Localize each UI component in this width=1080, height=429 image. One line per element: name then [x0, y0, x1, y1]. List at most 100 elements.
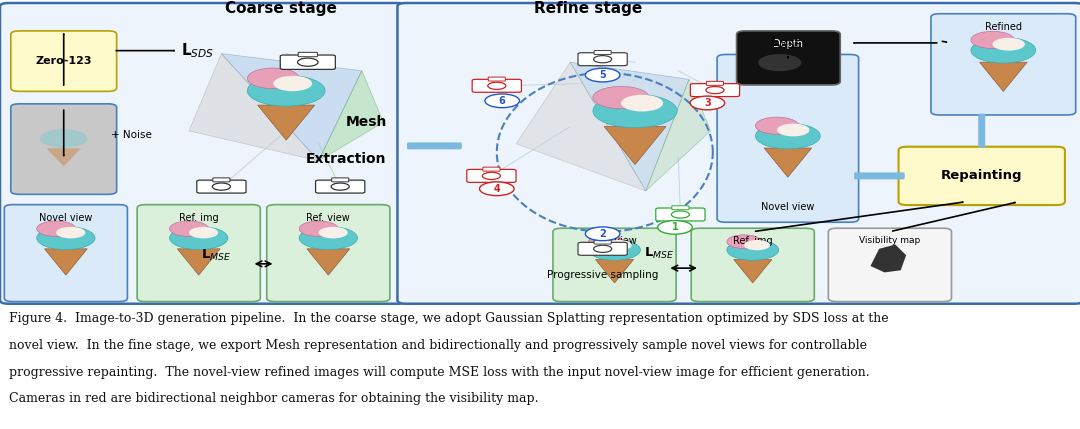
Text: Coarse stage: Coarse stage — [225, 1, 337, 16]
Circle shape — [319, 227, 348, 239]
Circle shape — [56, 227, 85, 239]
Circle shape — [585, 68, 620, 82]
Circle shape — [589, 240, 640, 260]
Circle shape — [727, 235, 761, 248]
FancyBboxPatch shape — [672, 206, 689, 210]
FancyBboxPatch shape — [691, 228, 814, 302]
Circle shape — [658, 221, 692, 234]
Circle shape — [744, 240, 770, 250]
Polygon shape — [646, 79, 711, 191]
FancyBboxPatch shape — [656, 208, 705, 221]
FancyBboxPatch shape — [197, 180, 246, 193]
Polygon shape — [765, 148, 812, 177]
Text: $\mathbf{L}_{MSE}$: $\mathbf{L}_{MSE}$ — [770, 35, 802, 51]
Text: + Noise: + Noise — [111, 130, 152, 140]
Text: 5: 5 — [599, 70, 606, 80]
FancyBboxPatch shape — [280, 55, 335, 69]
Circle shape — [585, 227, 620, 241]
Circle shape — [483, 172, 500, 179]
FancyBboxPatch shape — [553, 228, 676, 302]
Text: Novel view: Novel view — [39, 213, 93, 223]
Polygon shape — [595, 260, 634, 283]
Circle shape — [621, 95, 663, 112]
FancyBboxPatch shape — [213, 178, 230, 182]
Text: Novel view: Novel view — [761, 202, 814, 212]
Circle shape — [299, 227, 357, 250]
Circle shape — [606, 240, 632, 250]
Circle shape — [480, 182, 514, 196]
FancyBboxPatch shape — [706, 82, 724, 85]
Circle shape — [593, 86, 649, 109]
Circle shape — [488, 82, 505, 89]
Circle shape — [189, 227, 218, 239]
Circle shape — [37, 221, 76, 236]
Text: 6: 6 — [499, 96, 505, 106]
Circle shape — [170, 227, 228, 250]
Circle shape — [332, 183, 349, 190]
Circle shape — [593, 94, 677, 128]
FancyBboxPatch shape — [467, 169, 516, 182]
Polygon shape — [189, 54, 319, 161]
Text: Cameras in red are bidirectional neighbor cameras for obtaining the visibility m: Cameras in red are bidirectional neighbo… — [9, 392, 538, 405]
Text: Repainting: Repainting — [941, 169, 1023, 182]
Text: Progressive sampling: Progressive sampling — [546, 270, 659, 280]
Text: $\mathbf{L}_{MSE}$: $\mathbf{L}_{MSE}$ — [644, 245, 674, 261]
FancyBboxPatch shape — [397, 3, 1080, 304]
Polygon shape — [319, 71, 383, 161]
FancyBboxPatch shape — [931, 14, 1076, 115]
FancyBboxPatch shape — [0, 3, 406, 304]
Circle shape — [756, 123, 821, 149]
FancyBboxPatch shape — [332, 178, 349, 182]
Circle shape — [672, 211, 689, 218]
Circle shape — [594, 245, 611, 252]
Text: Visibility map: Visibility map — [860, 236, 920, 245]
FancyBboxPatch shape — [315, 180, 365, 193]
FancyBboxPatch shape — [594, 51, 611, 54]
Circle shape — [690, 96, 725, 110]
FancyBboxPatch shape — [578, 242, 627, 255]
Text: 4: 4 — [494, 184, 500, 194]
Circle shape — [778, 124, 810, 136]
Text: Ref. view: Ref. view — [307, 213, 350, 223]
FancyBboxPatch shape — [690, 84, 740, 97]
Text: 1: 1 — [672, 222, 678, 233]
Circle shape — [727, 240, 779, 260]
Polygon shape — [570, 62, 689, 191]
FancyBboxPatch shape — [472, 79, 522, 92]
Polygon shape — [258, 105, 314, 140]
FancyBboxPatch shape — [828, 228, 951, 302]
Circle shape — [993, 38, 1025, 51]
Polygon shape — [870, 245, 906, 272]
FancyBboxPatch shape — [578, 53, 627, 66]
Circle shape — [170, 221, 208, 236]
Text: Refined: Refined — [985, 22, 1022, 32]
Circle shape — [589, 235, 623, 248]
Circle shape — [299, 221, 338, 236]
Polygon shape — [307, 249, 350, 275]
Circle shape — [247, 68, 299, 89]
Circle shape — [213, 183, 230, 190]
Text: novel view.  In the fine stage, we export Mesh representation and bidirectionall: novel view. In the fine stage, we export… — [9, 339, 866, 352]
FancyBboxPatch shape — [298, 52, 318, 57]
FancyBboxPatch shape — [483, 167, 500, 171]
Text: Ref. img: Ref. img — [179, 213, 218, 223]
FancyBboxPatch shape — [594, 240, 611, 244]
Text: 3: 3 — [704, 98, 711, 108]
Polygon shape — [44, 249, 87, 275]
Polygon shape — [221, 54, 362, 161]
Text: Extraction: Extraction — [306, 152, 387, 166]
FancyBboxPatch shape — [137, 205, 260, 302]
FancyBboxPatch shape — [267, 205, 390, 302]
Circle shape — [273, 76, 312, 91]
Circle shape — [706, 87, 724, 94]
Circle shape — [485, 94, 519, 108]
FancyBboxPatch shape — [717, 54, 859, 222]
Circle shape — [297, 58, 318, 66]
Text: Mesh: Mesh — [346, 115, 387, 129]
Circle shape — [756, 117, 799, 134]
Polygon shape — [516, 62, 646, 191]
Text: Ref. img: Ref. img — [733, 236, 772, 246]
Circle shape — [971, 37, 1036, 63]
Text: Refine stage: Refine stage — [535, 1, 643, 16]
FancyBboxPatch shape — [899, 147, 1065, 205]
